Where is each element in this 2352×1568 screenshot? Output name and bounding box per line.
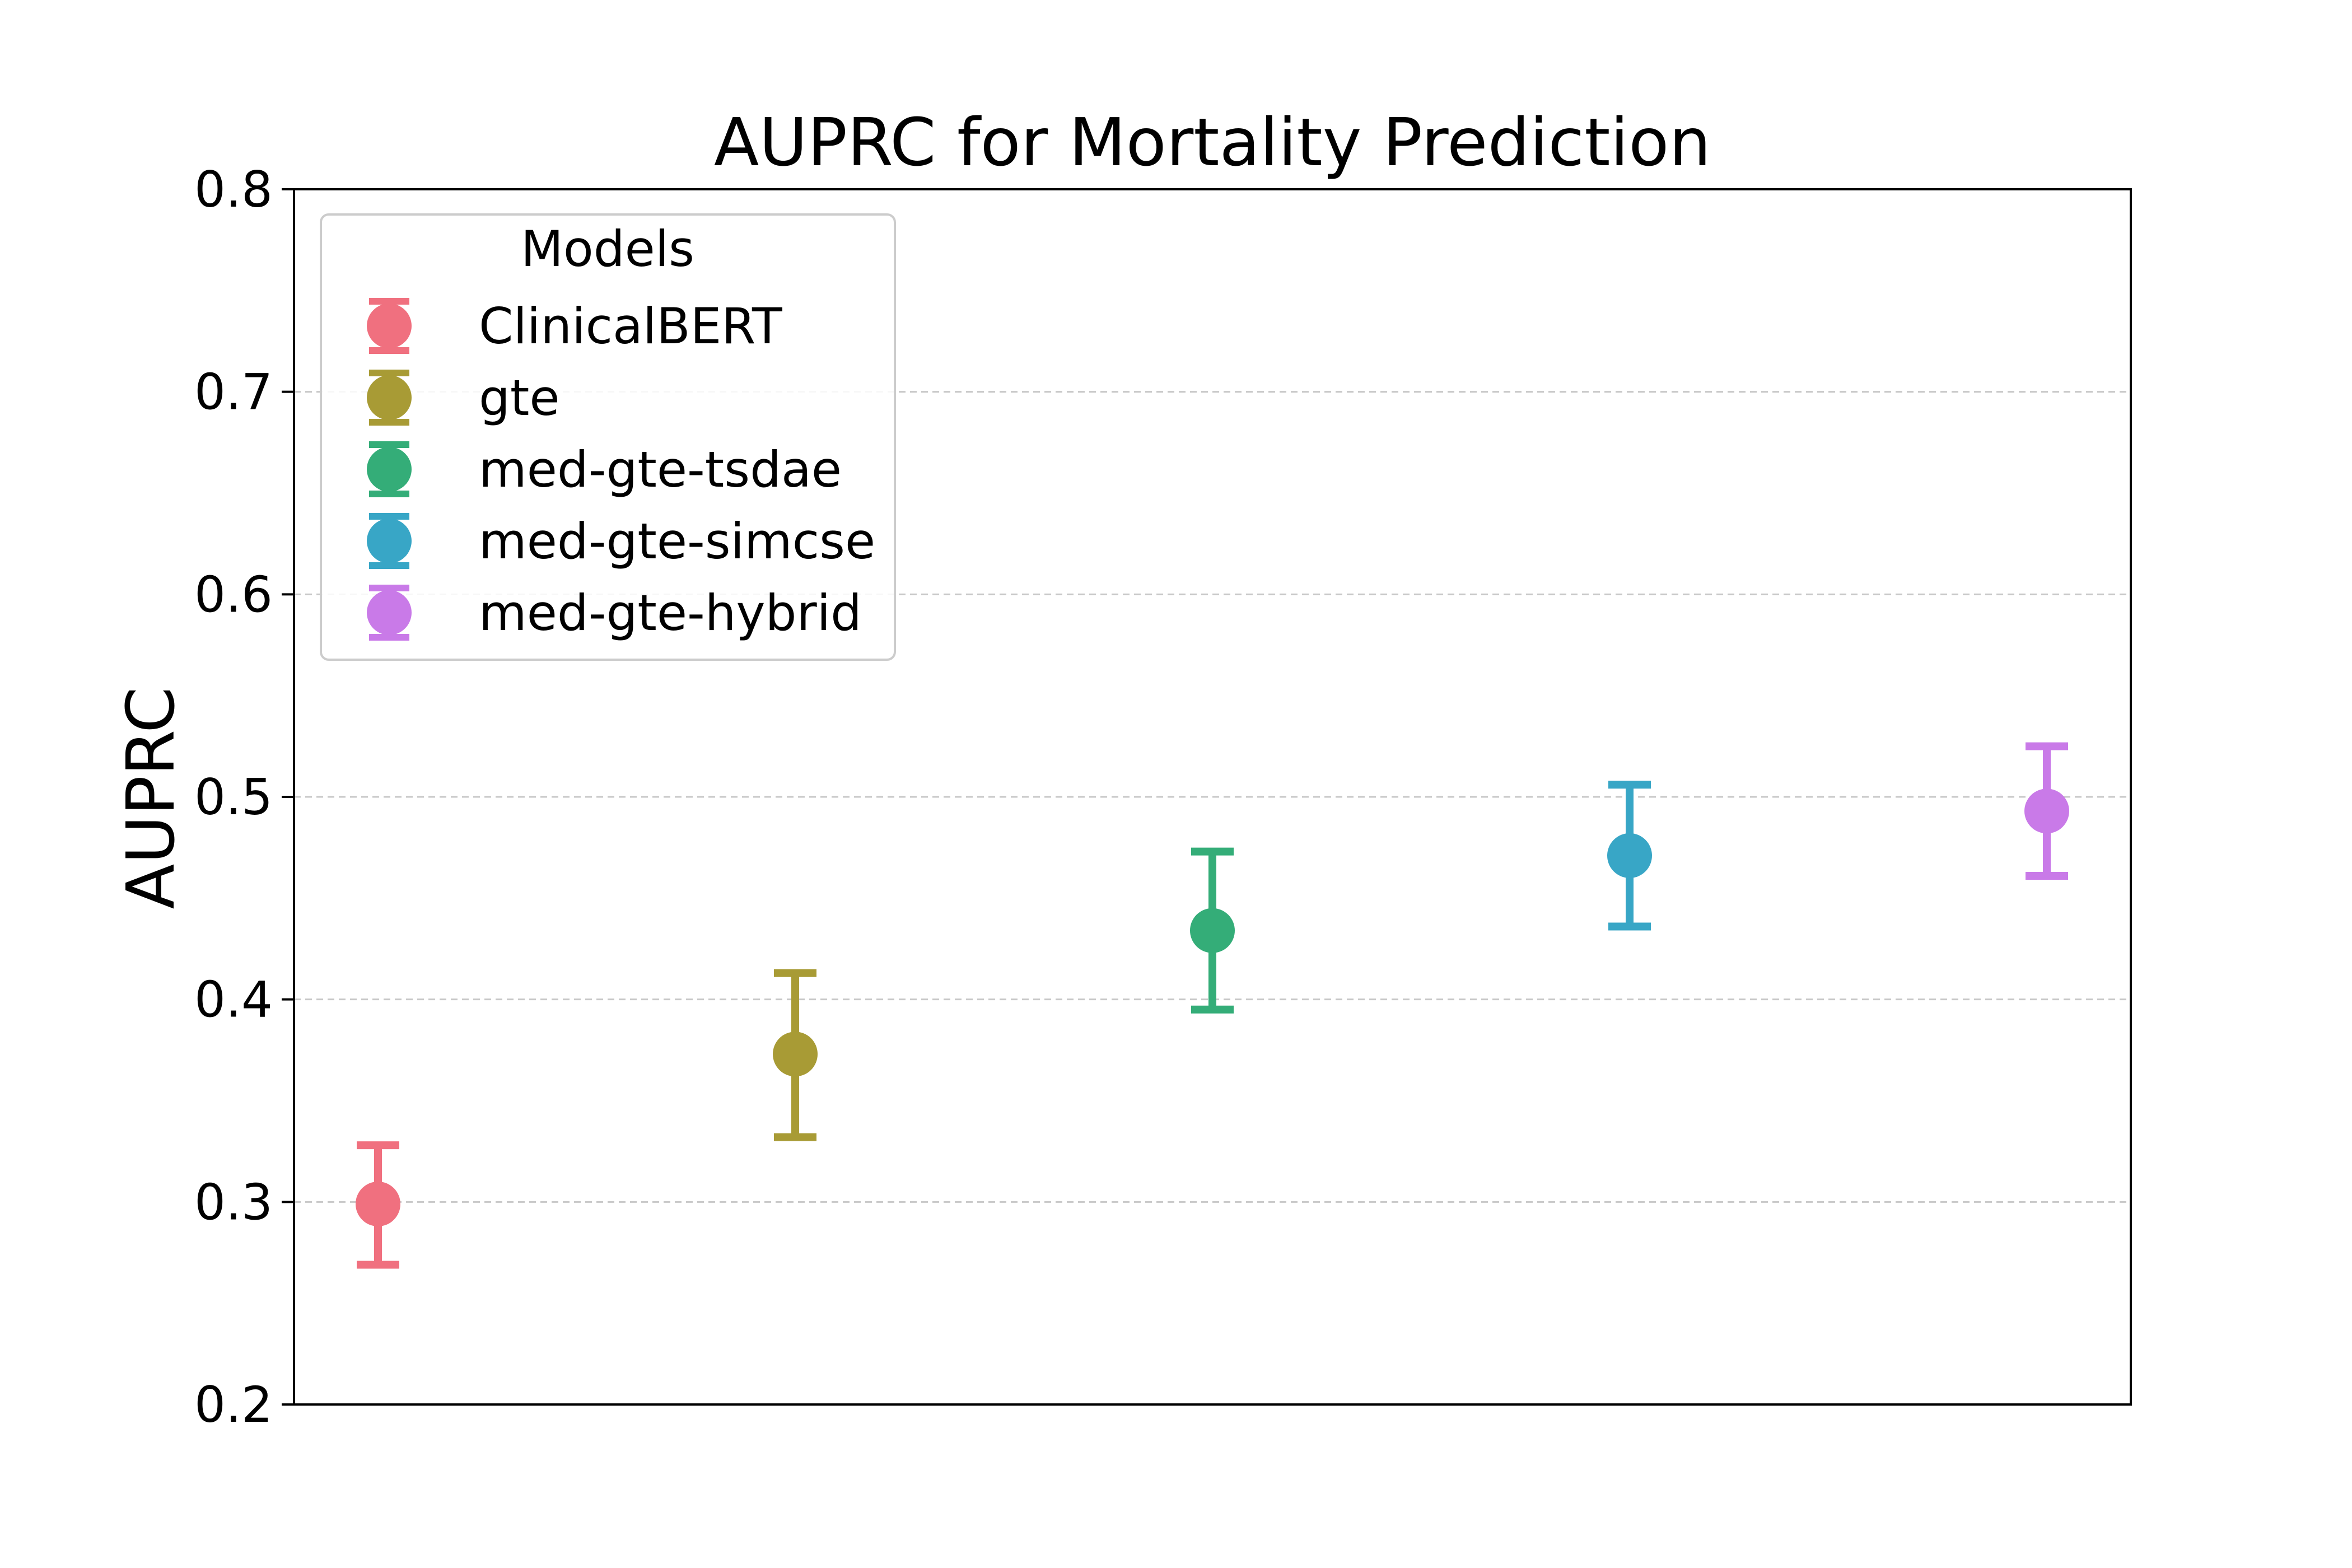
chart-title: AUPRC for Mortality Prediction	[714, 104, 1711, 181]
data-points	[356, 742, 2069, 1269]
data-point	[356, 1181, 400, 1226]
y-axis-label: AUPRC	[112, 687, 189, 909]
data-point	[1190, 908, 1235, 953]
legend-label: med-gte-hybrid	[479, 584, 862, 642]
legend-item: med-gte-hybrid	[367, 584, 862, 642]
legend-label: gte	[479, 369, 560, 427]
data-point-group	[1190, 847, 1235, 1014]
data-point-group	[773, 969, 818, 1141]
y-tick-label: 0.3	[194, 1173, 273, 1231]
legend-label: med-gte-simcse	[479, 512, 875, 570]
legend-marker	[367, 447, 412, 492]
y-axis-ticks: 0.2 0.3 0.4 0.5 0.6 0.7 0.8	[194, 161, 294, 1434]
legend-box	[320, 213, 896, 661]
legend-item: ClinicalBERT	[367, 297, 783, 355]
legend-marker	[367, 304, 412, 348]
legend-item: med-gte-tsdae	[367, 441, 842, 498]
y-tick-label: 0.2	[194, 1376, 273, 1434]
data-point	[2024, 788, 2069, 834]
legend-label: med-gte-tsdae	[479, 441, 842, 498]
y-tick-label: 0.4	[194, 971, 273, 1029]
legend: Models ClinicalBERT gte med-gte-tsdae med-g…	[320, 213, 896, 661]
legend-item: med-gte-simcse	[367, 512, 875, 570]
y-tick-label: 0.5	[194, 768, 273, 826]
legend-item: gte	[367, 369, 560, 427]
plot-area-frame	[293, 188, 2132, 1406]
legend-title: Models	[521, 220, 694, 278]
y-tick-label: 0.7	[194, 363, 273, 421]
data-point-group	[356, 1141, 400, 1269]
data-point-group	[1607, 781, 1652, 931]
data-point	[1607, 833, 1652, 878]
legend-label: ClinicalBERT	[479, 297, 783, 355]
legend-marker	[367, 590, 412, 635]
data-point	[773, 1032, 818, 1077]
legend-marker	[367, 375, 412, 420]
data-point-group	[2024, 742, 2069, 880]
y-tick-label: 0.8	[194, 161, 273, 218]
legend-marker	[367, 519, 412, 563]
y-tick-label: 0.6	[194, 566, 273, 623]
